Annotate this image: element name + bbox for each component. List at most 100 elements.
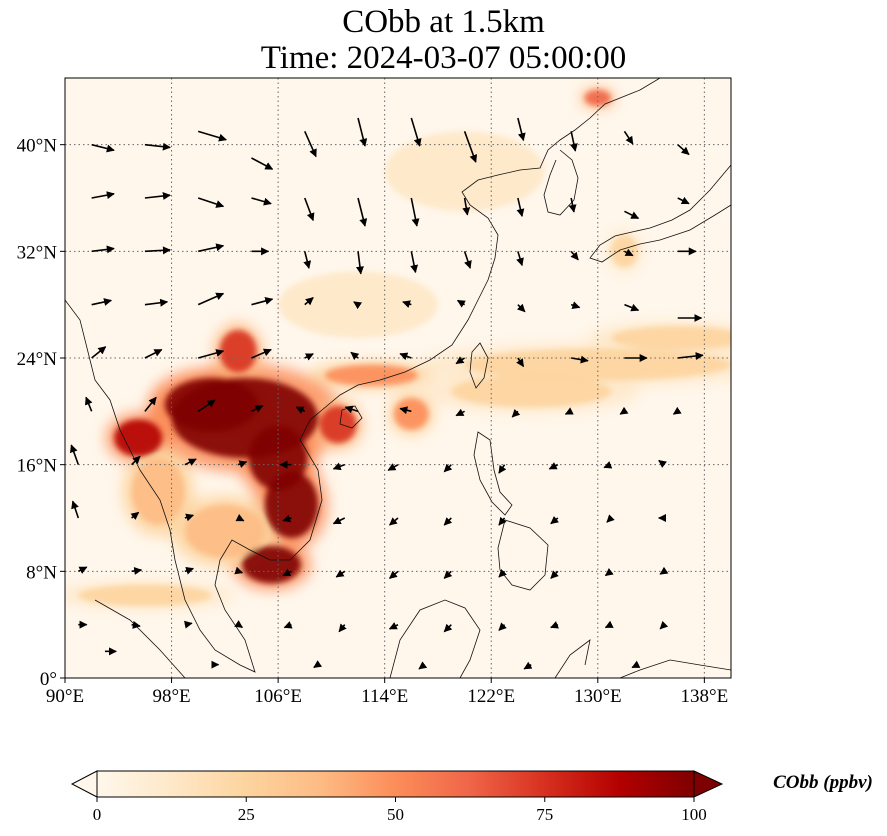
- map-panel: 90°E 98°E 106°E 114°E 122°E 130°E 138°E 0° 8°N 1…: [17, 77, 732, 707]
- wind-vector-16: [304, 197, 315, 222]
- wind-vector-92: [498, 516, 507, 526]
- longitude-ticks: 90°E 98°E 106°E 114°E 122°E 130°E 138°E: [46, 678, 728, 707]
- wind-vector-106: [604, 568, 614, 577]
- wind-vector-93: [550, 515, 559, 525]
- cobb-plume-19: [384, 131, 545, 212]
- cobb-plume-9: [324, 364, 418, 387]
- coastline-luzon: [473, 431, 513, 516]
- wind-vector-45: [570, 301, 581, 309]
- wind-vector-40: [304, 297, 314, 306]
- wind-vector-22: [624, 210, 640, 220]
- wind-vector-43: [456, 299, 466, 308]
- colorbar-tick-label: 0: [93, 805, 102, 824]
- wind-vector-18: [410, 197, 420, 227]
- wind-vector-123: [418, 661, 428, 670]
- wind-vector-19: [462, 197, 471, 216]
- wind-vector-113: [338, 623, 347, 633]
- lon-tick-label: 138°E: [681, 686, 729, 707]
- wind-vector-83: [658, 459, 667, 468]
- wind-vector-114: [388, 622, 399, 630]
- wind-vector-72: [69, 444, 80, 465]
- wind-vector-34: [624, 248, 634, 257]
- wind-vector-46: [624, 303, 640, 312]
- wind-vector-39: [251, 297, 274, 306]
- lon-tick-label: 98°E: [152, 686, 190, 707]
- wind-vector-21: [568, 197, 577, 213]
- cobb-plume-2: [114, 419, 163, 457]
- wind-vector-61: [144, 396, 157, 412]
- cobb-plume-5: [242, 546, 301, 584]
- wind-vector-84: [71, 500, 80, 519]
- wind-vector-62: [197, 399, 216, 412]
- wind-vector-107: [659, 566, 669, 575]
- cobb-plume-11: [78, 584, 212, 606]
- wind-vector-102: [388, 570, 399, 579]
- wind-vector-99: [234, 566, 244, 575]
- wind-vector-115: [443, 623, 453, 633]
- cobb-plume-12: [184, 504, 265, 558]
- lon-tick-label: 122°E: [467, 686, 515, 707]
- wind-vector-20: [516, 197, 525, 217]
- wind-vector-80: [498, 464, 507, 474]
- wind-vector-14: [197, 197, 225, 208]
- coastline-mainland-asia: [65, 78, 661, 673]
- cobb-field-core: [78, 90, 731, 606]
- wind-vector-67: [455, 408, 465, 417]
- wind-vector-12: [91, 191, 115, 200]
- cobb-plume-6: [219, 330, 257, 373]
- coastline-philippines-south: [497, 519, 549, 591]
- cobb-plume-4: [264, 471, 319, 538]
- wind-vector-3: [251, 157, 274, 170]
- wind-vector-105: [550, 570, 559, 579]
- wind-vector-10: [623, 130, 634, 145]
- wind-vector-30: [410, 251, 419, 274]
- graticule: [65, 78, 731, 678]
- colorbar-tick-label: 25: [238, 805, 255, 824]
- cobb-plume-15: [611, 326, 731, 350]
- wind-vector-125: [631, 660, 641, 669]
- wind-vector-17: [357, 197, 368, 227]
- cobb-plume-7: [319, 406, 357, 444]
- wind-vector-55: [455, 356, 466, 365]
- colorbar: 0 25 50 75 100 CObb (ppbv): [70, 770, 873, 824]
- wind-vector-111: [234, 620, 244, 629]
- wind-vector-94: [606, 514, 615, 523]
- wind-vector-116: [498, 622, 507, 631]
- wind-vector-104: [498, 569, 507, 578]
- cobb-plume-13: [464, 348, 731, 381]
- wind-vector-63: [251, 405, 264, 413]
- wind-vector-56: [516, 357, 525, 368]
- wind-vector-38: [197, 292, 225, 306]
- lon-tick-label: 106°E: [254, 686, 302, 707]
- wind-vector-65: [344, 405, 359, 414]
- colorbar-extend-max: [693, 770, 724, 798]
- wind-vector-32: [516, 251, 524, 267]
- cobb-plume-14: [451, 375, 612, 408]
- wind-vector-26: [198, 243, 225, 253]
- colorbar-tick-label: 75: [536, 805, 553, 824]
- wind-vector-100: [282, 568, 292, 577]
- wind-vector-122: [313, 660, 323, 669]
- wind-vector-6: [410, 117, 422, 147]
- wind-vector-90: [388, 517, 399, 526]
- wind-vector-48: [91, 346, 107, 359]
- lat-tick-label: 40°N: [17, 136, 58, 157]
- wind-vector-74: [184, 458, 197, 466]
- wind-vector-110: [184, 620, 193, 629]
- wind-vector-98: [184, 567, 195, 575]
- wind-vector-97: [131, 566, 143, 575]
- wind-vector-96: [77, 566, 88, 574]
- wind-vector-4: [304, 131, 317, 158]
- colorbar-ticks: 0 25 50 75 100: [93, 797, 707, 824]
- wind-vector-41: [353, 301, 363, 310]
- wind-vector-50: [197, 349, 225, 359]
- lon-tick-label: 130°E: [574, 686, 622, 707]
- wind-vectors: [69, 117, 704, 670]
- wind-vector-29: [355, 251, 364, 275]
- colorbar-tick-label: 100: [681, 805, 707, 824]
- wind-vector-25: [144, 246, 171, 255]
- wind-vector-57: [571, 355, 589, 364]
- wind-vector-78: [387, 463, 399, 471]
- colorbar-bar: [96, 770, 695, 798]
- lat-tick-label: 8°N: [26, 562, 57, 583]
